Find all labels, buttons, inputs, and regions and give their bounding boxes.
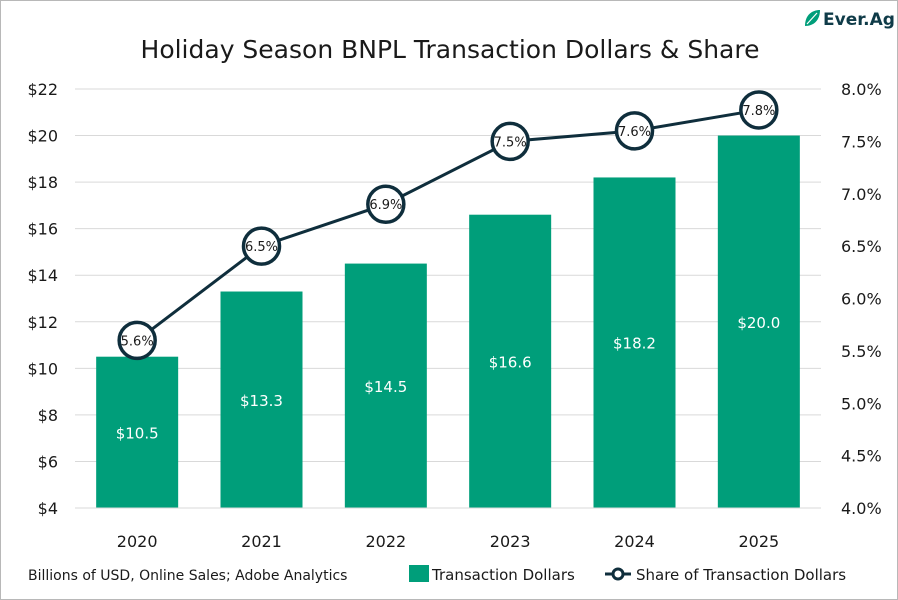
share-data-label: 7.8%	[742, 104, 775, 119]
y-right-tick-label: 8.0%	[841, 80, 882, 99]
share-marker-2023	[490, 121, 530, 162]
share-marker-2020	[117, 320, 157, 361]
y-axis-left: $4 $6 $8 $10 $12 $14 $16 $18 $20 $22	[27, 80, 58, 518]
x-axis: 2020 2021 2022 2023 2024 2025	[75, 507, 821, 551]
y-right-tick-label: 4.5%	[841, 447, 882, 466]
legend-label-transaction-dollars: Transaction Dollars	[431, 566, 575, 584]
share-marker-2024	[614, 111, 655, 151]
bar-2025	[717, 135, 800, 509]
share-data-label: 5.6%	[121, 334, 154, 349]
share-data-label: 6.5%	[245, 240, 278, 255]
bar-data-label: $13.3	[240, 392, 283, 410]
share-data-label: 7.5%	[494, 135, 527, 150]
y-right-tick-label: 7.5%	[841, 132, 882, 151]
bar-2022	[344, 263, 427, 508]
y-right-tick-label: 5.5%	[841, 342, 882, 361]
bar-data-label: $10.5	[116, 424, 159, 442]
legend-label-share: Share of Transaction Dollars	[636, 566, 846, 584]
y-right-tick-label: 5.0%	[841, 394, 882, 413]
bar-data-label: $16.6	[489, 353, 532, 371]
y-left-tick-label: $12	[27, 313, 58, 332]
y-left-tick-label: $22	[27, 80, 58, 99]
bar-2020	[96, 356, 179, 508]
bar-2023	[469, 214, 552, 508]
x-tick-label: 2021	[241, 532, 282, 551]
ever-ag-logo: Ever.Ag	[805, 10, 895, 30]
y-left-tick-label: $8	[38, 406, 58, 425]
bar-2021	[220, 291, 303, 508]
y-right-tick-label: 6.0%	[841, 290, 882, 309]
x-tick-label: 2025	[738, 532, 779, 551]
logo-text: Ever.Ag	[823, 10, 895, 30]
y-left-tick-label: $14	[27, 266, 58, 285]
share-data-label: 7.6%	[618, 125, 651, 140]
x-tick-label: 2022	[365, 532, 406, 551]
y-left-tick-label: $6	[38, 452, 58, 471]
share-marker-2025	[739, 90, 779, 130]
source-note: Billions of USD, Online Sales; Adobe Ana…	[28, 568, 347, 584]
bar-2024	[593, 177, 676, 508]
chart-title: Holiday Season BNPL Transaction Dollars …	[141, 35, 760, 64]
y-right-tick-label: 7.0%	[841, 185, 882, 204]
leaf-icon	[805, 10, 820, 26]
legend-swatch-transaction-dollars	[409, 565, 429, 582]
share-marker-2022	[366, 184, 406, 224]
y-left-tick-label: $18	[27, 173, 58, 192]
y-left-tick-label: $20	[27, 127, 58, 146]
legend-swatch-share	[605, 567, 631, 581]
bar-data-label: $18.2	[613, 335, 656, 353]
y-right-tick-label: 4.0%	[841, 499, 882, 518]
bar-data-label: $14.5	[364, 378, 407, 396]
legend: Transaction Dollars Share of Transaction…	[409, 565, 846, 584]
bars: $10.5 $13.3 $14.5 $16.6 $18.2 $20.0	[96, 135, 800, 509]
share-marker-2021	[241, 226, 282, 266]
bar-data-label: $20.0	[737, 314, 780, 332]
x-tick-label: 2020	[117, 532, 158, 551]
y-axis-right: 4.0% 4.5% 5.0% 5.5% 6.0% 6.5% 7.0% 7.5% 8.0%	[841, 80, 882, 518]
x-tick-label: 2024	[614, 532, 655, 551]
share-line	[136, 108, 760, 342]
y-left-tick-label: $10	[27, 359, 58, 378]
share-line-series: 5.6% 6.5% 6.9% 7.5% 7.6% 7.8%	[117, 90, 779, 361]
y-left-tick-label: $4	[38, 499, 58, 518]
x-tick-label: 2023	[490, 532, 531, 551]
share-data-label: 6.9%	[369, 198, 402, 213]
y-right-tick-label: 6.5%	[841, 237, 882, 256]
gridlines	[75, 88, 821, 509]
y-left-tick-label: $16	[27, 220, 58, 239]
